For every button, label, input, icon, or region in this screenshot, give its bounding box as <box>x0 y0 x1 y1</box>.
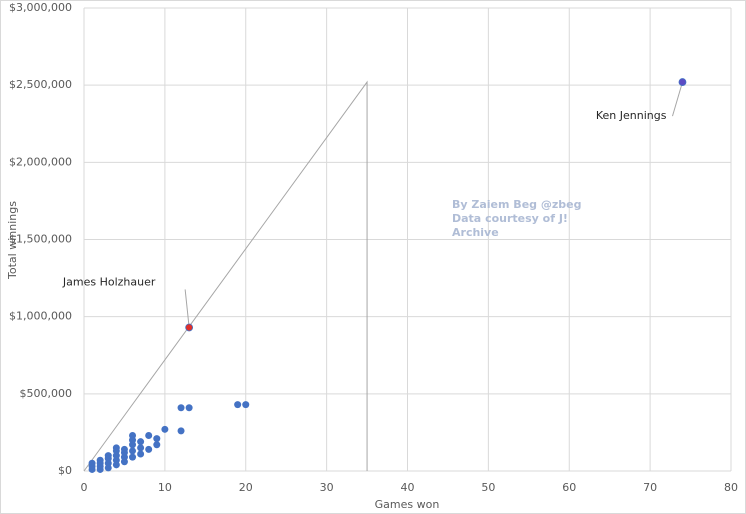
y-tick-label: $1,000,000 <box>9 310 72 323</box>
x-tick-label: 20 <box>239 481 253 494</box>
x-tick-label: 70 <box>643 481 657 494</box>
data-point <box>96 456 104 464</box>
data-point <box>137 438 145 446</box>
credit-text: Data courtesy of J! <box>452 212 568 225</box>
data-point <box>129 432 137 440</box>
leader-line <box>184 289 190 328</box>
data-point <box>161 425 169 433</box>
annotation-label: James Holzhauer <box>62 275 156 288</box>
annotation-label: Ken Jennings <box>596 109 667 122</box>
data-point <box>129 453 137 461</box>
y-tick-label: $1,500,000 <box>9 233 72 246</box>
y-tick-label: $3,000,000 <box>9 1 72 14</box>
data-point <box>153 441 161 449</box>
data-point <box>104 452 112 460</box>
x-tick-label: 0 <box>81 481 88 494</box>
x-tick-label: 30 <box>320 481 334 494</box>
data-point <box>242 401 250 409</box>
data-point <box>137 450 145 458</box>
x-tick-label: 50 <box>481 481 495 494</box>
data-point <box>129 447 137 455</box>
data-point <box>177 404 185 412</box>
y-tick-label: $0 <box>58 464 72 477</box>
data-point <box>145 432 153 440</box>
data-point <box>88 459 96 467</box>
x-tick-label: 10 <box>158 481 172 494</box>
data-point <box>177 427 185 435</box>
x-tick-label: 60 <box>562 481 576 494</box>
y-axis-title: Total winnings <box>6 201 19 280</box>
data-point <box>185 404 193 412</box>
credit-text: By Zaiem Beg @zbeg <box>452 198 581 211</box>
data-point <box>137 444 145 452</box>
data-point <box>112 444 120 452</box>
x-tick-label: 80 <box>724 481 738 494</box>
x-axis-title: Games won <box>375 498 440 511</box>
data-point <box>234 401 242 409</box>
y-tick-label: $2,500,000 <box>9 78 72 91</box>
annotated-point <box>185 323 194 332</box>
leader-line <box>671 81 683 117</box>
data-point <box>145 445 153 453</box>
data-point <box>120 445 128 453</box>
y-tick-label: $500,000 <box>20 387 73 400</box>
data-point <box>153 435 161 443</box>
guide-line <box>83 80 368 472</box>
annotated-point <box>678 78 687 86</box>
y-tick-label: $2,000,000 <box>9 155 72 168</box>
x-tick-label: 40 <box>401 481 415 494</box>
credit-text: Archive <box>452 226 499 239</box>
